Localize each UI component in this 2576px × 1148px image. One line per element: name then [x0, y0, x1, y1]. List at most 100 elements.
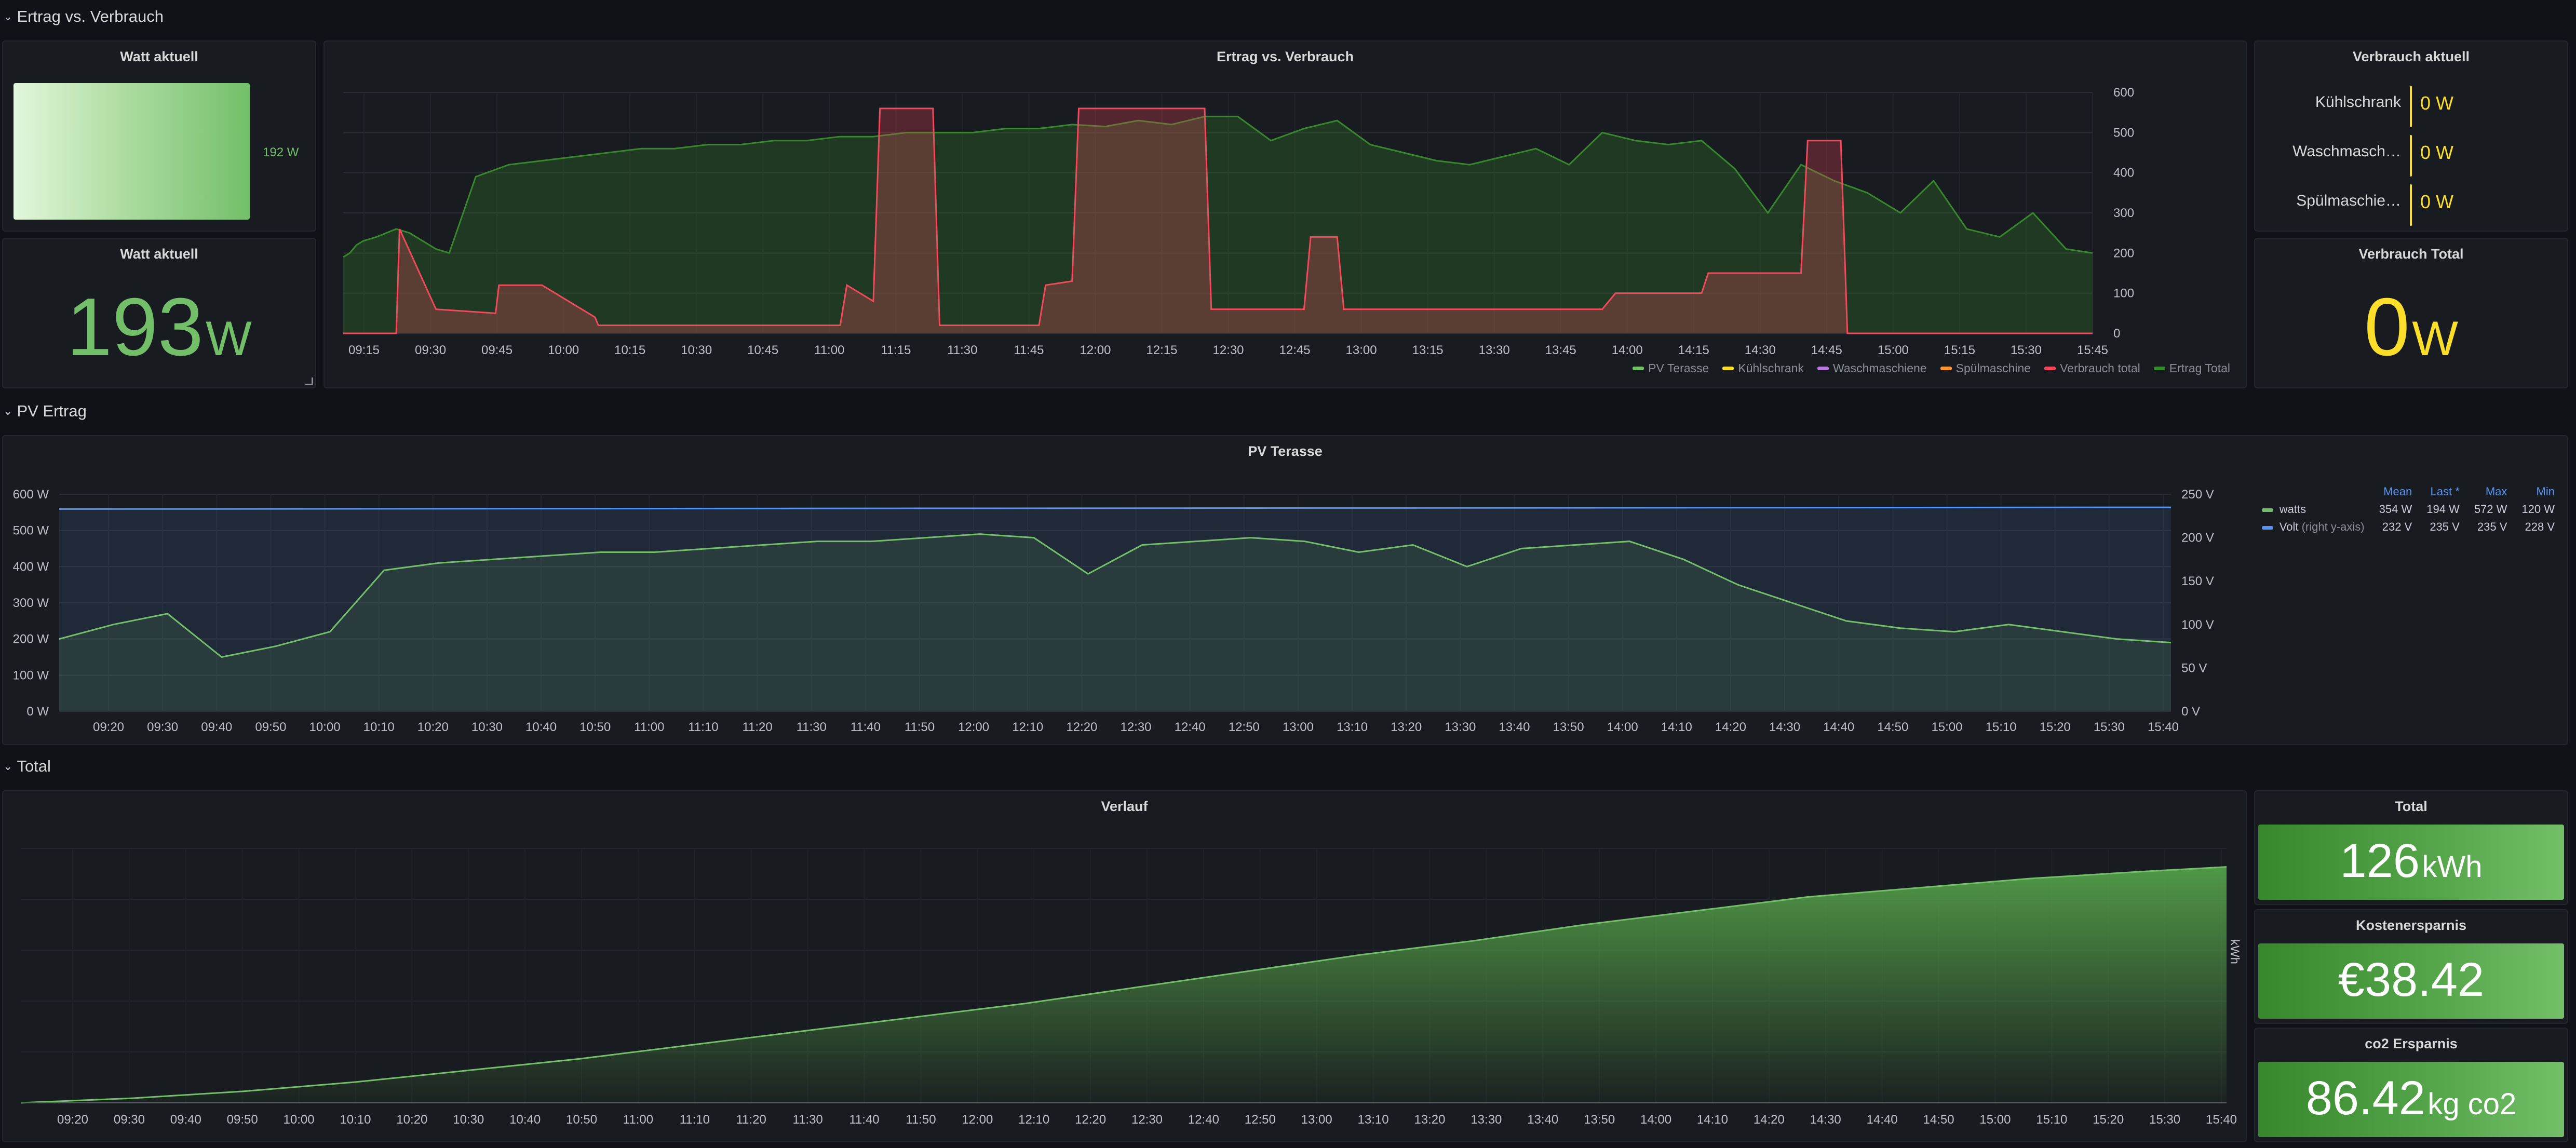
- x-tick-label: 12:30: [1212, 343, 1244, 357]
- x-tick-label: 11:10: [680, 1113, 710, 1127]
- stat-value: €38.42: [2338, 953, 2485, 1006]
- panel-title: Verbrauch Total: [2358, 246, 2464, 262]
- x-tick-label: 11:30: [797, 720, 827, 734]
- x-tick-label: 14:00: [1640, 1113, 1671, 1127]
- x-tick-label: 13:45: [1545, 343, 1576, 357]
- x-tick-label: 12:15: [1146, 343, 1177, 357]
- legend-series-suffix: (right y-axis): [2301, 520, 2365, 533]
- y-axis-label: kWh: [2228, 939, 2242, 964]
- col-mean[interactable]: Mean: [2383, 485, 2412, 498]
- legend-item[interactable]: Spülmaschine: [1940, 361, 2031, 375]
- x-tick-label: 15:40: [2148, 720, 2179, 734]
- x-tick-label: 10:50: [566, 1113, 597, 1127]
- panel-title: Ertrag vs. Verbrauch: [1216, 49, 1354, 64]
- x-tick-label: 15:10: [1986, 720, 2017, 734]
- legend-value: 354 W: [2379, 503, 2412, 516]
- stat-value: 0 W: [2364, 281, 2459, 373]
- co2-ersparnis-panel[interactable]: co2 Ersparnis 86.42 kg co2: [2254, 1028, 2568, 1142]
- x-tick-label: 13:40: [1527, 1113, 1558, 1127]
- watt-aktuell-bargauge-panel[interactable]: Watt aktuell 192 W: [2, 40, 316, 232]
- y-tick-label: 200 W: [13, 632, 49, 646]
- y-tick-label: 100: [2113, 287, 2134, 301]
- legend-item[interactable]: Waschmaschiene: [1817, 361, 1927, 375]
- pv-terasse-panel[interactable]: PV Terasse 0 W 100 W 200 W 300 W 400 W 500 W 6…: [2, 435, 2568, 745]
- x-tick-label: 11:15: [881, 343, 911, 357]
- legend-item[interactable]: Verbrauch total: [2044, 361, 2140, 375]
- x-tick-label: 15:00: [1878, 343, 1909, 357]
- x-tick-label: 13:10: [1337, 720, 1368, 734]
- y-tick-label: 400: [2113, 166, 2134, 180]
- col-last[interactable]: Last *: [2430, 485, 2460, 498]
- x-tick-label: 12:00: [962, 1113, 993, 1127]
- x-tick-label: 09:30: [147, 720, 178, 734]
- x-tick-label: 13:00: [1283, 720, 1314, 734]
- pv-legend-table: Mean Last * Max Min watts 354 W 194 W 57…: [2255, 483, 2562, 536]
- y-tick-label: 600: [2113, 86, 2134, 100]
- ertrag-vs-verbrauch-panel[interactable]: Ertrag vs. Verbrauch 0 100 200 300 400 500 600…: [323, 40, 2247, 388]
- x-tick-label: 15:45: [2077, 343, 2108, 357]
- legend-value: 194 W: [2426, 503, 2460, 516]
- x-tick-label: 13:00: [1346, 343, 1377, 357]
- legend-item[interactable]: Kühlschrank: [1722, 361, 1804, 375]
- x-tick-label: 10:30: [453, 1113, 484, 1127]
- legend-value: 235 V: [2477, 520, 2507, 533]
- chevron-down-icon: ⌄: [3, 10, 13, 23]
- x-tick-label: 11:40: [849, 1113, 879, 1127]
- x-tick-label: 09:40: [201, 720, 232, 734]
- verlauf-panel[interactable]: Verlauf 09:20 09:30 09:40 09:50 10:00 10:10 10…: [2, 790, 2247, 1142]
- x-tick-label: 14:30: [1745, 343, 1776, 357]
- x-tick-label: 12:50: [1229, 720, 1260, 734]
- legend-value: 572 W: [2474, 503, 2507, 516]
- legend-item[interactable]: PV Terasse: [1633, 361, 1709, 375]
- verbrauch-item-label: Waschmasch…: [2292, 143, 2401, 160]
- x-tick-label: 13:30: [1479, 343, 1510, 357]
- stat-value: 126 kWh: [2340, 834, 2483, 887]
- x-tick-label: 14:30: [1810, 1113, 1841, 1127]
- x-tick-label: 09:30: [114, 1113, 145, 1127]
- x-tick-label: 11:30: [947, 343, 977, 357]
- panel-title: PV Terasse: [1248, 443, 1323, 459]
- col-max[interactable]: Max: [2485, 485, 2507, 498]
- x-tick-label: 15:30: [2094, 720, 2125, 734]
- x-tick-label: 09:15: [348, 343, 380, 357]
- y-tick-label: 0: [2113, 327, 2120, 341]
- x-tick-label: 11:20: [742, 720, 772, 734]
- total-panel[interactable]: Total 126 kWh: [2254, 790, 2568, 905]
- bar-gauge: [14, 83, 250, 220]
- y2-tick-label: 150 V: [2181, 574, 2214, 588]
- verbrauch-aktuell-panel[interactable]: Verbrauch aktuell Kühlschrank 0 W Waschmas…: [2254, 40, 2568, 232]
- x-tick-label: 15:20: [2040, 720, 2071, 734]
- row-header-ertrag[interactable]: ⌄ Ertrag vs. Verbrauch: [3, 5, 164, 28]
- kostenersparnis-panel[interactable]: Kostenersparnis €38.42: [2254, 909, 2568, 1024]
- x-tick-label: 10:45: [747, 343, 778, 357]
- legend-label: Kühlschrank: [1738, 361, 1804, 375]
- panel-title: Watt aktuell: [120, 246, 198, 262]
- legend-row-watts[interactable]: watts 354 W 194 W 572 W 120 W: [2255, 501, 2562, 518]
- x-tick-label: 12:10: [1012, 720, 1043, 734]
- watt-aktuell-stat-panel[interactable]: Watt aktuell 193 W: [2, 238, 316, 388]
- x-tick-label: 13:15: [1412, 343, 1444, 357]
- legend-label: Ertrag Total: [2169, 361, 2230, 375]
- row-header-pv[interactable]: ⌄ PV Ertrag: [3, 400, 87, 423]
- x-tick-label: 14:10: [1661, 720, 1692, 734]
- series-area-verbrauch-total: [343, 108, 2093, 333]
- x-tick-label: 15:40: [2206, 1113, 2237, 1127]
- legend-header-row: Mean Last * Max Min: [2255, 483, 2562, 501]
- stat-background: [2258, 943, 2564, 1019]
- chevron-down-icon: ⌄: [3, 404, 13, 417]
- y2-tick-label: 0 V: [2181, 705, 2200, 719]
- resize-handle-icon[interactable]: [305, 377, 313, 385]
- x-tick-label: 09:40: [170, 1113, 201, 1127]
- panel-title: Verbrauch aktuell: [2352, 49, 2470, 64]
- legend-row-volt[interactable]: Volt (right y-axis) 232 V 235 V 235 V 22…: [2255, 518, 2562, 536]
- verbrauch-total-panel[interactable]: Verbrauch Total 0 W: [2254, 238, 2568, 388]
- legend-item[interactable]: Ertrag Total: [2153, 361, 2230, 375]
- col-min[interactable]: Min: [2536, 485, 2555, 498]
- x-tick-label: 15:00: [1979, 1113, 2011, 1127]
- legend-series-name: watts: [2279, 503, 2307, 516]
- x-tick-label: 09:45: [481, 343, 512, 357]
- row-header-total[interactable]: ⌄ Total: [3, 755, 51, 778]
- x-tick-label: 10:10: [340, 1113, 371, 1127]
- legend-label: Spülmaschine: [1955, 361, 2031, 375]
- y-tick-label: 100 W: [13, 668, 49, 682]
